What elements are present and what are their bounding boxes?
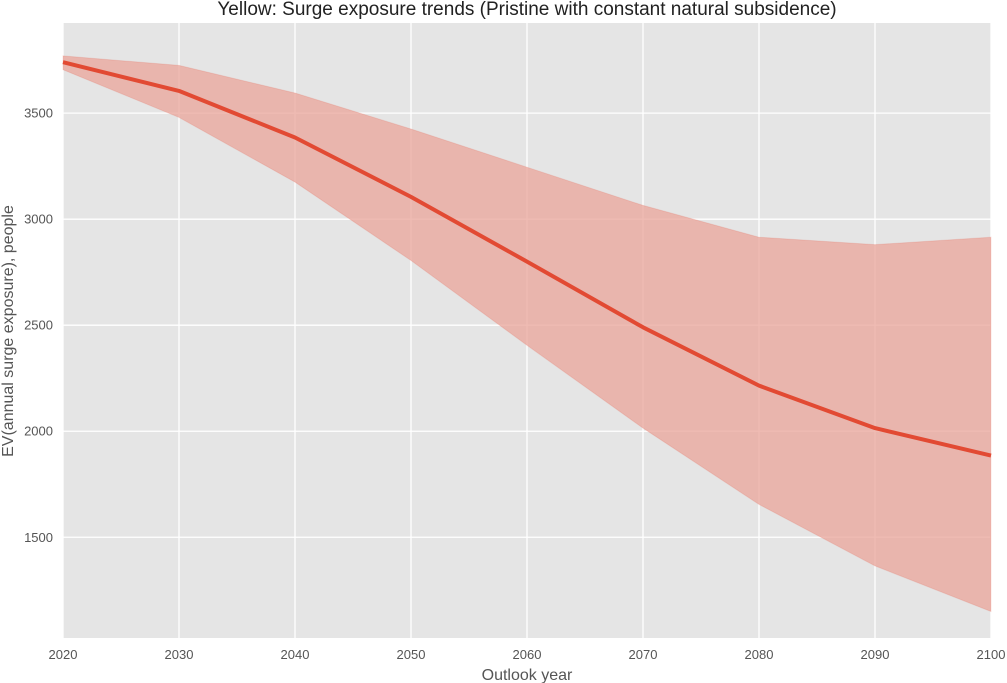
x-tick-label: 2020	[49, 647, 78, 662]
x-tick-label: 2070	[629, 647, 658, 662]
y-tick-label: 2000	[24, 424, 53, 439]
x-tick-label: 2040	[281, 647, 310, 662]
x-tick-label: 2060	[513, 647, 542, 662]
tick-labels: 2020 2030 2040 2050 2060 2070 2080 2090 2100 1500…	[24, 106, 1005, 662]
x-tick-label: 2090	[861, 647, 890, 662]
x-tick-label: 2050	[397, 647, 426, 662]
chart-title: Yellow: Surge exposure trends (Pristine …	[217, 0, 836, 20]
y-tick-label: 3000	[24, 212, 53, 227]
x-tick-label: 2080	[745, 647, 774, 662]
x-tick-label: 2030	[165, 647, 194, 662]
y-axis-label: EV(annual surge exposure), people	[0, 205, 17, 457]
uncertainty-band	[62, 55, 992, 613]
y-tick-label: 3500	[24, 106, 53, 121]
series-line	[62, 60, 992, 458]
x-axis-label: Outlook year	[482, 667, 573, 683]
y-tick-label: 2500	[24, 318, 53, 333]
x-tick-label: 2100	[977, 647, 1006, 662]
y-tick-label: 1500	[24, 530, 53, 545]
